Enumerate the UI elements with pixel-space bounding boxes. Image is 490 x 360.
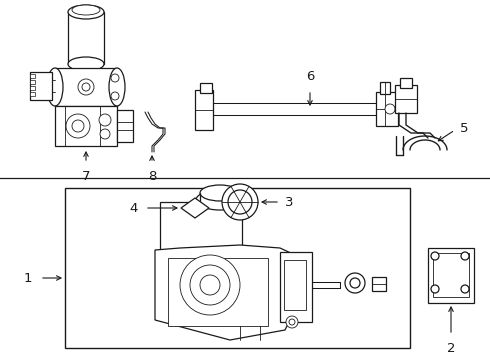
Circle shape: [82, 83, 90, 91]
Bar: [30, 80, 35, 84]
Circle shape: [289, 319, 295, 325]
Bar: [30, 92, 35, 96]
Bar: [280, 252, 312, 322]
Ellipse shape: [68, 5, 104, 19]
Bar: [30, 74, 35, 78]
Circle shape: [431, 285, 439, 293]
Ellipse shape: [200, 185, 240, 201]
Circle shape: [100, 129, 110, 139]
Ellipse shape: [72, 5, 100, 15]
Bar: [284, 260, 306, 310]
Bar: [195, 90, 213, 130]
Bar: [68, 12, 104, 64]
Circle shape: [461, 285, 469, 293]
Bar: [372, 277, 386, 291]
Bar: [395, 85, 417, 113]
Bar: [168, 258, 268, 326]
Circle shape: [78, 79, 94, 95]
Circle shape: [385, 104, 395, 114]
Text: 7: 7: [82, 170, 90, 183]
Circle shape: [431, 252, 439, 260]
Ellipse shape: [47, 68, 63, 106]
Bar: [55, 68, 117, 106]
Bar: [55, 106, 117, 146]
Text: 1: 1: [24, 271, 32, 284]
Bar: [160, 202, 242, 254]
Circle shape: [72, 120, 84, 132]
Circle shape: [190, 265, 230, 305]
Text: 6: 6: [306, 70, 314, 83]
Text: 8: 8: [148, 170, 156, 183]
Circle shape: [180, 255, 240, 315]
Bar: [200, 83, 212, 93]
Circle shape: [222, 184, 258, 220]
Circle shape: [66, 114, 90, 138]
Bar: [376, 92, 398, 126]
Bar: [428, 248, 474, 303]
Polygon shape: [181, 198, 209, 218]
Circle shape: [461, 252, 469, 260]
Circle shape: [350, 278, 360, 288]
Circle shape: [345, 273, 365, 293]
Text: 2: 2: [447, 342, 455, 355]
Bar: [30, 72, 52, 100]
Circle shape: [228, 190, 252, 214]
Circle shape: [111, 74, 119, 82]
Bar: [400, 78, 412, 88]
Bar: [65, 188, 410, 348]
Circle shape: [286, 316, 298, 328]
Bar: [380, 82, 390, 94]
Ellipse shape: [68, 57, 104, 71]
Text: 4: 4: [130, 202, 138, 215]
Polygon shape: [155, 245, 295, 340]
Bar: [117, 110, 133, 142]
Ellipse shape: [109, 68, 125, 106]
Circle shape: [99, 114, 111, 126]
Text: 5: 5: [460, 122, 468, 135]
Ellipse shape: [196, 190, 244, 210]
Bar: [30, 86, 35, 90]
Text: 3: 3: [285, 195, 294, 208]
Circle shape: [200, 275, 220, 295]
Circle shape: [111, 92, 119, 100]
Bar: [433, 253, 469, 297]
